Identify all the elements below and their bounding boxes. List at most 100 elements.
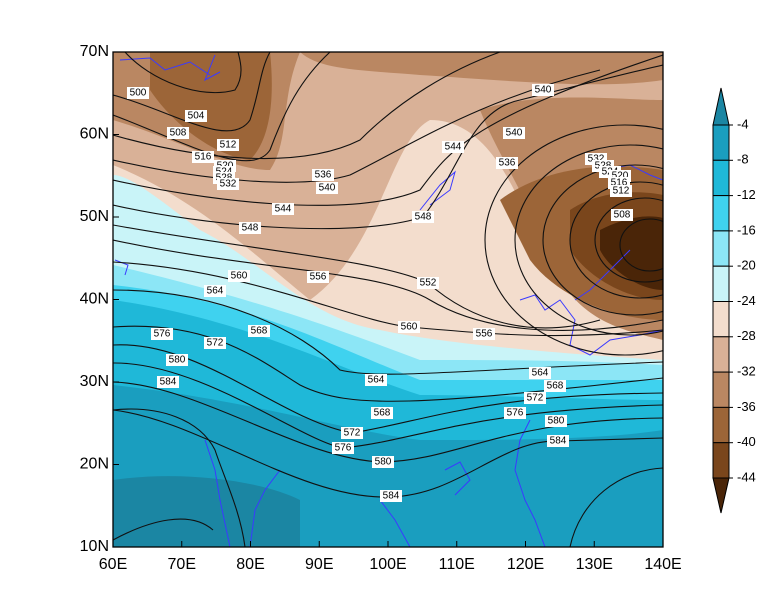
contour-label: 568 [547,381,564,392]
colorbar-label: -24 [737,293,756,308]
contour-label-bg [547,435,569,447]
contour-label: 516 [611,178,628,189]
contour-label: 516 [195,152,212,163]
colorbar-label: -28 [737,328,756,343]
contour-line [619,218,663,272]
colorbar-cell [712,477,730,514]
colorbar-label: -12 [737,187,756,202]
contour-label-bg [544,380,566,392]
contour-label: 576 [335,443,352,454]
contour-label: 540 [506,128,523,139]
contour-label: 580 [169,355,186,366]
contour-label: 580 [375,457,392,468]
contour-label: 548 [415,212,432,223]
contour-line [113,325,663,402]
contour-label: 520 [612,171,629,182]
contour-label-bg [167,127,189,139]
contour-label: 504 [188,111,205,122]
contour-label-bg [545,415,567,427]
contour-label: 556 [476,329,493,340]
contour-label-bg [312,169,334,181]
contour-label-bg [185,110,207,122]
contour-line [113,52,501,160]
contour-label-bg [504,407,526,419]
contour-label-bg [332,442,354,454]
contour-label: 512 [220,140,237,151]
shade-region [300,52,663,85]
colorbar-label: -16 [737,222,756,237]
contour-label: 560 [231,271,248,282]
contour-label-bg [496,157,518,169]
contour-label: 556 [310,272,327,283]
contour-label-bg [503,127,525,139]
colorbar-cell [712,442,730,479]
colorbar-cell [712,159,730,197]
contour-label-bg [417,277,439,289]
colorbar-cell [712,87,730,126]
contour-label-bg [398,321,420,333]
contour-line [113,52,271,132]
contour-line [113,69,601,183]
contour-label-bg [307,271,329,283]
y-tick-label: 10N [80,538,109,555]
shade-region [113,476,300,547]
contour-label: 540 [319,183,336,194]
contour-label-bg [272,203,294,215]
coastline [114,54,663,547]
x-tick-label: 120E [507,556,544,573]
colorbar-cell [712,336,730,373]
contour-line [113,408,663,547]
contour-line [514,144,663,336]
contour-line [542,164,663,316]
contour-label-bg [204,337,226,349]
contour-label: 536 [499,158,516,169]
colorbar-label: -44 [737,469,756,484]
contour-label-bg [380,490,402,502]
shade-region [600,216,663,290]
contour-label: 572 [527,393,544,404]
y-tick-label: 60N [80,126,109,143]
contour-line [569,181,663,299]
contour-label-bg [442,141,464,153]
contour-label-bg [372,456,394,468]
colorbar-cell [712,371,730,408]
colorbar-cell [712,230,730,267]
contour-label: 564 [368,375,385,386]
contour-label: 576 [154,329,171,340]
contour-label-bg [316,182,338,194]
contour-label-bg [204,285,226,297]
y-tick-label: 50N [80,208,109,225]
x-tick-label: 80E [236,556,264,573]
x-tick-label: 130E [576,556,613,573]
colorbar-cell [712,265,730,303]
colorbar-label: -20 [737,258,756,273]
coastlines [114,54,663,547]
contour-label-bg [524,392,546,404]
y-tick-label: 70N [80,43,109,60]
contour-label: 508 [170,128,187,139]
contour-label-bg [529,367,551,379]
contour-label-bg [217,178,239,190]
y-tick-label: 30N [80,373,109,390]
contour-label: 552 [420,278,437,289]
contour-line [113,54,663,206]
contour-label: 540 [535,85,552,96]
contour-label-bg [151,328,173,340]
contour-label-bg [239,222,261,234]
colorbar-cell [712,301,730,338]
contour-label: 532 [588,154,605,165]
x-tick-label: 140E [644,556,681,573]
contour-label-bg [127,87,149,99]
colorbar-cell [712,195,730,232]
contour-label: 572 [207,338,224,349]
contour-label-bg [611,209,633,221]
contour-label: 568 [374,408,391,419]
contour-label-bg [473,328,495,340]
contour-label: 560 [401,322,418,333]
y-tick-label: 40N [80,291,109,308]
contour-label-bg [166,354,188,366]
contour-label-bg [228,270,250,282]
x-tick-label: 110E [439,556,475,573]
contour-line [124,52,242,94]
